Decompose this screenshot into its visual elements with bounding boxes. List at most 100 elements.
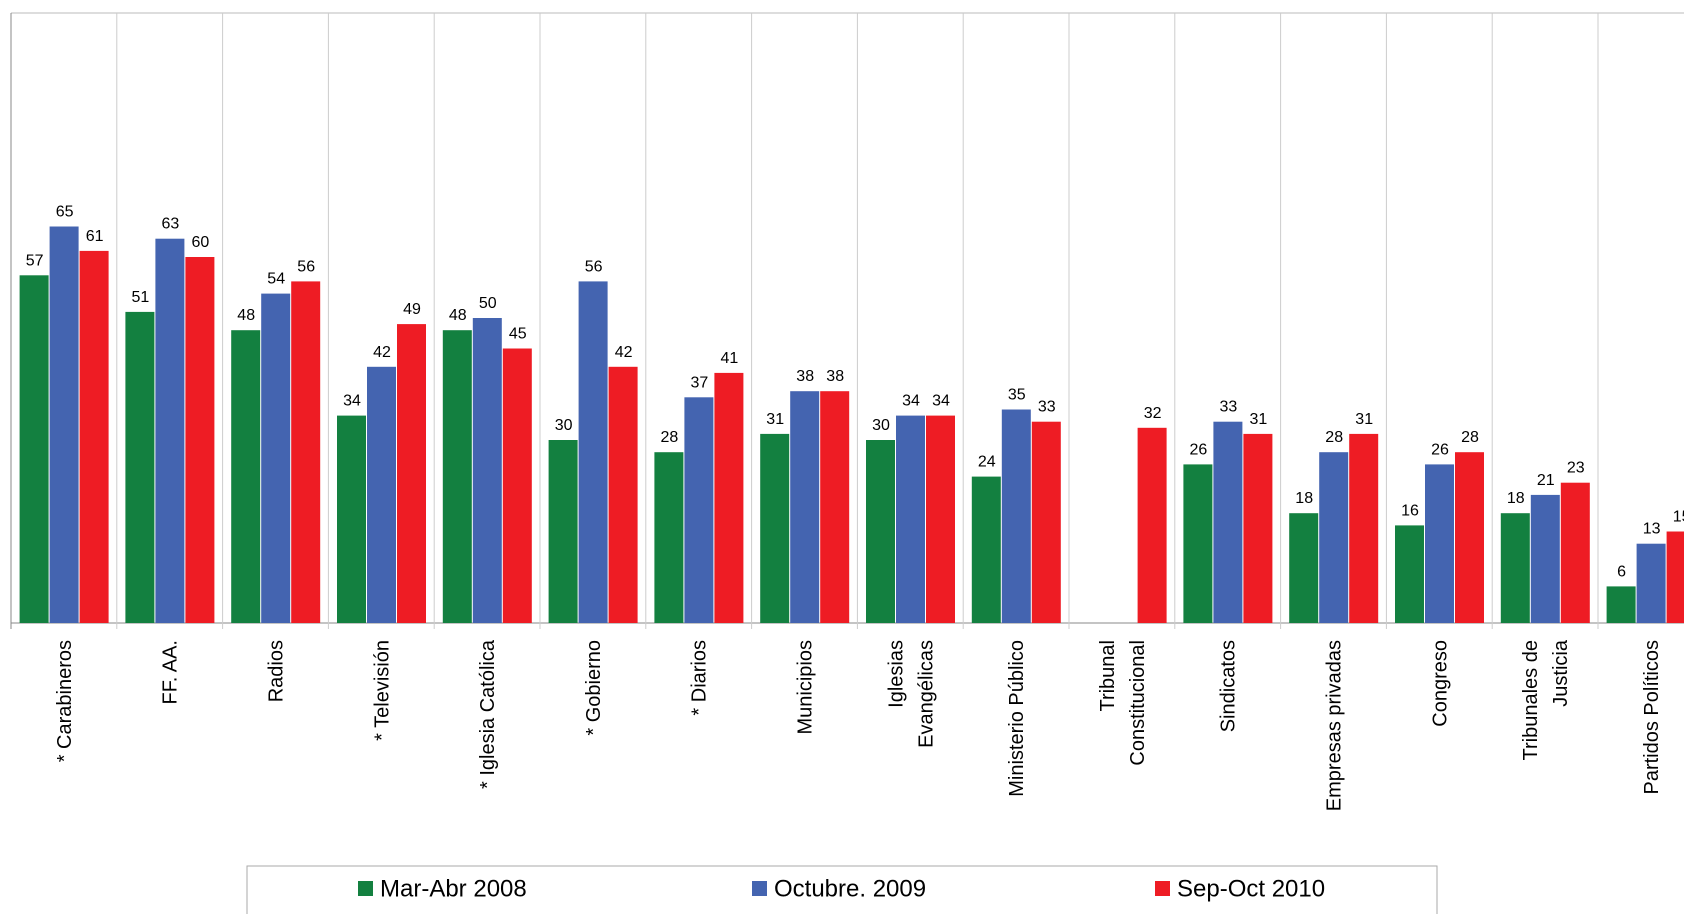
- value-label: 28: [1461, 429, 1479, 446]
- bar: [472, 318, 502, 623]
- x-tick-label: Ministerio Público: [1006, 640, 1028, 797]
- x-tick-label: Radios: [266, 640, 288, 702]
- bar: [654, 452, 684, 623]
- value-label: 48: [449, 307, 467, 324]
- bar: [1319, 452, 1349, 623]
- x-tick-label: Partidos Políticos: [1641, 640, 1663, 795]
- bar: [608, 366, 638, 623]
- bar: [760, 433, 790, 623]
- bar: [337, 415, 366, 623]
- bar: [684, 397, 714, 623]
- x-tick-label: Empresas privadas: [1324, 640, 1346, 811]
- value-label: 49: [403, 301, 421, 318]
- x-tick-label: Tribunales de Justicia: [1520, 639, 1572, 760]
- value-label: 38: [826, 368, 844, 385]
- bar: [19, 275, 49, 623]
- value-label: 42: [615, 344, 633, 361]
- value-label: 33: [1038, 399, 1056, 416]
- value-label: 31: [766, 411, 784, 428]
- bar: [866, 440, 895, 623]
- bar: [548, 440, 578, 623]
- value-label: 60: [192, 234, 210, 251]
- x-tick-label: * Gobierno: [583, 640, 605, 736]
- bar: [1500, 513, 1530, 623]
- value-label: 26: [1190, 441, 1208, 458]
- x-tick-label: * Diarios: [689, 640, 711, 716]
- value-label: 15: [1673, 509, 1684, 526]
- value-label: 57: [26, 252, 44, 269]
- x-tick-label: Municipios: [795, 640, 817, 734]
- x-tick-label: Tribunal Constitucional: [1097, 640, 1149, 766]
- value-label: 38: [796, 368, 814, 385]
- bar: [820, 391, 850, 623]
- bar: [1137, 427, 1167, 623]
- value-label: 23: [1567, 460, 1585, 477]
- value-label: 33: [1220, 399, 1238, 416]
- value-label: 18: [1295, 490, 1313, 507]
- x-tick-label: * Televisión: [371, 640, 393, 741]
- bar: [367, 366, 396, 623]
- bar: [397, 324, 426, 623]
- bar: [155, 238, 185, 623]
- legend-swatch: [752, 881, 767, 896]
- value-label: 48: [237, 307, 255, 324]
- value-label: 37: [691, 374, 709, 391]
- value-label: 54: [267, 271, 285, 288]
- bar: [1560, 482, 1590, 623]
- x-tick-label: FF. AA.: [160, 640, 182, 704]
- bar: [1213, 421, 1243, 623]
- bar: [502, 348, 532, 623]
- bar: [1001, 409, 1031, 623]
- value-label: 34: [932, 393, 950, 410]
- x-tick-label: Sindicatos: [1218, 640, 1240, 732]
- bar: [896, 415, 925, 623]
- legend-label: Octubre. 2009: [774, 875, 926, 902]
- value-label: 42: [373, 344, 391, 361]
- x-tick-label: Congreso: [1429, 640, 1451, 727]
- bar: [1530, 494, 1560, 623]
- value-label: 32: [1144, 405, 1162, 422]
- value-label: 26: [1431, 441, 1449, 458]
- bar: [49, 226, 79, 623]
- value-label: 45: [509, 326, 527, 343]
- value-label: 30: [555, 417, 573, 434]
- x-tick-label: Iglesias Evangélicas: [885, 640, 937, 748]
- bar: [1289, 513, 1319, 623]
- value-label: 31: [1355, 411, 1373, 428]
- legend-label: Sep-Oct 2010: [1177, 875, 1325, 902]
- value-label: 31: [1250, 411, 1268, 428]
- bar: [185, 257, 215, 623]
- bar: [1636, 543, 1666, 623]
- bar: [926, 415, 955, 623]
- value-label: 63: [162, 216, 180, 233]
- bar: [261, 293, 291, 623]
- value-label: 21: [1537, 472, 1555, 489]
- bar: [1455, 452, 1484, 623]
- bar: [1183, 464, 1213, 623]
- legend-swatch: [1155, 881, 1170, 896]
- value-label: 50: [479, 295, 497, 312]
- bar: [442, 330, 472, 623]
- bar: [1606, 586, 1636, 623]
- value-label: 65: [56, 204, 74, 221]
- legend-swatch: [358, 881, 373, 896]
- bar: [1425, 464, 1454, 623]
- value-label: 24: [978, 454, 996, 471]
- value-label: 6: [1617, 563, 1626, 580]
- bar: [231, 330, 261, 623]
- value-label: 13: [1643, 521, 1661, 538]
- value-label: 56: [297, 258, 315, 275]
- value-label: 51: [132, 289, 150, 306]
- value-label: 16: [1401, 502, 1419, 519]
- x-tick-label: * Iglesia Católica: [477, 639, 499, 789]
- value-label: 28: [661, 429, 679, 446]
- x-tick-label: * Carabineros: [54, 640, 76, 762]
- bar: [1666, 531, 1684, 623]
- value-label: 41: [721, 350, 739, 367]
- bar: [1395, 525, 1424, 623]
- value-label: 34: [343, 393, 361, 410]
- value-label: 34: [902, 393, 920, 410]
- value-label: 35: [1008, 387, 1026, 404]
